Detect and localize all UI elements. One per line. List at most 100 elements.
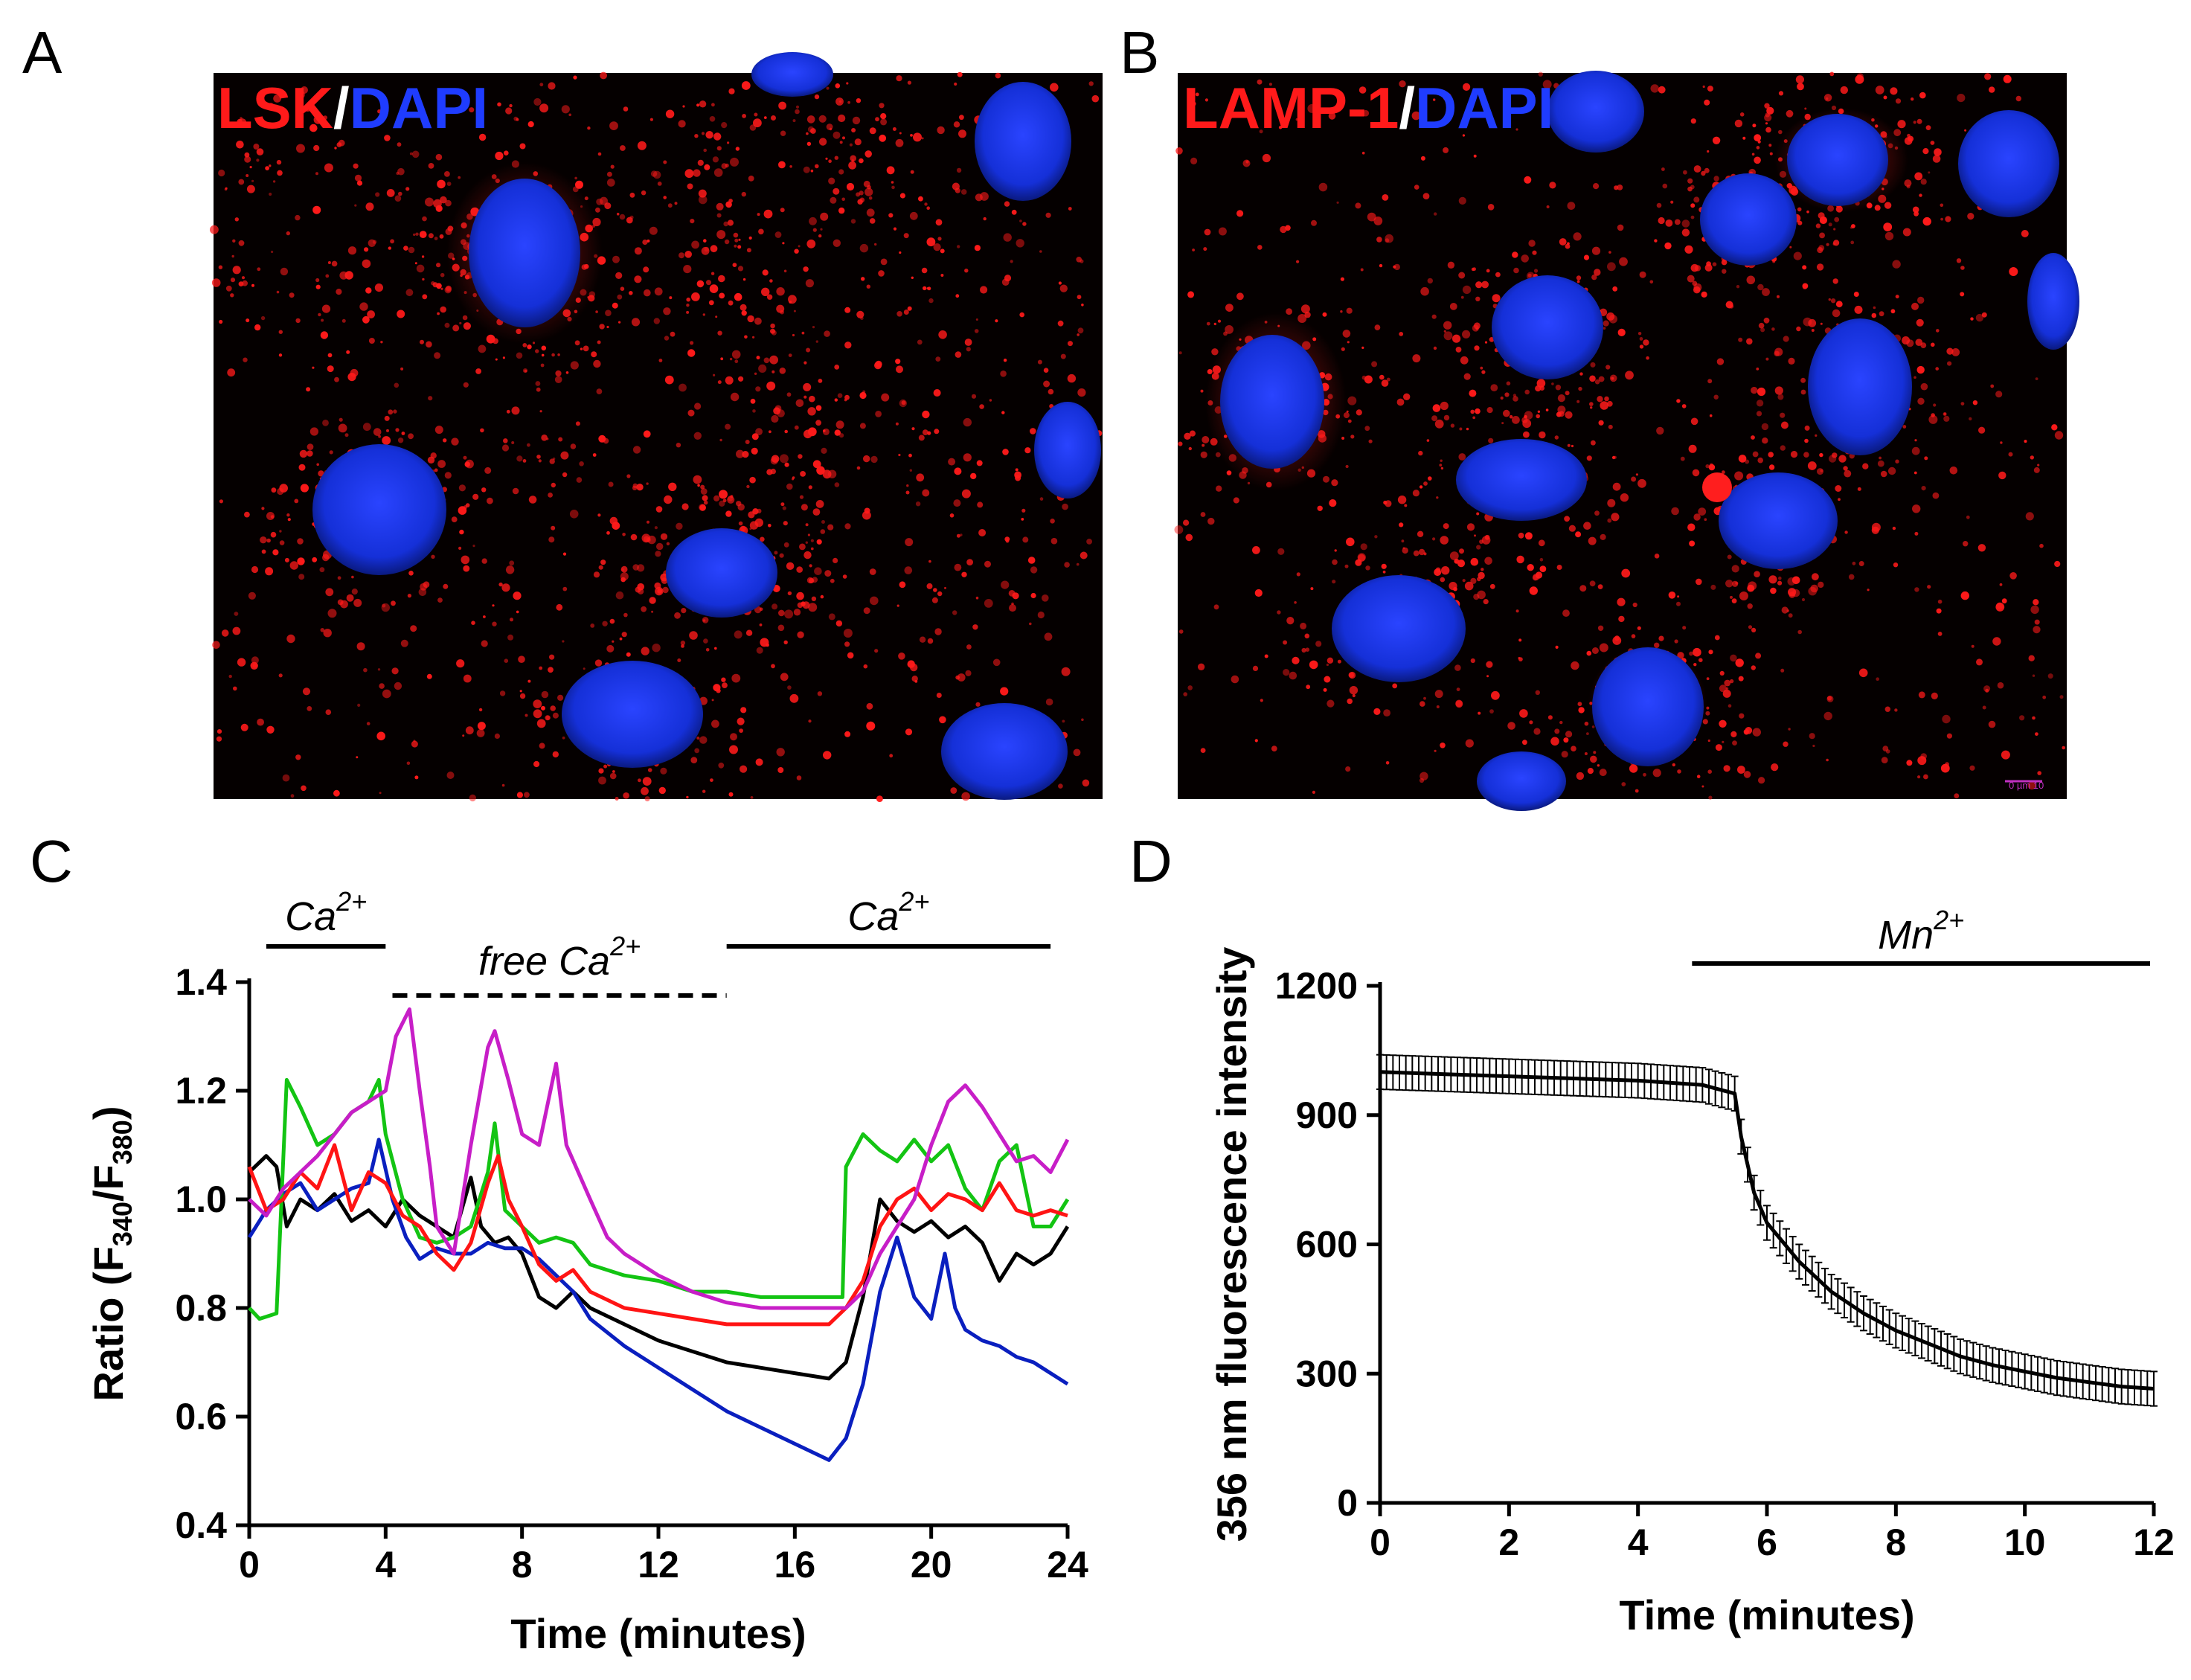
punctum (463, 505, 468, 510)
punctum (1064, 562, 1070, 568)
x-tick-label: 12 (2133, 1522, 2175, 1563)
punctum (289, 561, 298, 570)
punctum (498, 582, 503, 587)
punctum (1271, 746, 1277, 751)
punctum (975, 596, 979, 600)
y-tick-label: 1200 (1275, 965, 1358, 1007)
punctum (1440, 467, 1444, 470)
punctum (1383, 500, 1388, 505)
punctum (1039, 250, 1042, 253)
punctum (812, 228, 817, 232)
punctum (1807, 461, 1817, 470)
punctum (1990, 384, 1995, 388)
punctum (922, 429, 928, 435)
punctum (1048, 388, 1054, 395)
punctum (1254, 589, 1263, 597)
punctum (273, 94, 281, 103)
punctum (336, 289, 342, 295)
punctum (1786, 109, 1794, 118)
punctum (1058, 783, 1063, 789)
punctum (1937, 632, 1943, 636)
punctum (1362, 109, 1370, 117)
punctum (678, 120, 686, 128)
punctum (700, 488, 708, 495)
punctum (1881, 757, 1888, 763)
punctum (1507, 722, 1515, 730)
punctum (818, 379, 823, 383)
punctum (570, 361, 579, 370)
punctum (1522, 431, 1530, 438)
punctum (620, 572, 629, 581)
punctum (327, 365, 334, 373)
punctum (780, 130, 786, 136)
punctum (307, 706, 312, 711)
punctum (782, 506, 786, 510)
punctum (380, 341, 383, 344)
punctum (1714, 635, 1720, 641)
punctum (1989, 86, 1995, 93)
punctum (1379, 263, 1383, 268)
punctum (1576, 400, 1580, 403)
punctum (863, 455, 870, 463)
punctum (1521, 254, 1529, 263)
punctum (760, 287, 770, 296)
punctum (674, 202, 678, 205)
punctum (1639, 337, 1643, 341)
punctum (954, 467, 962, 475)
punctum (234, 217, 239, 222)
punctum (1576, 772, 1585, 780)
punctum (748, 236, 752, 240)
punctum (839, 141, 843, 144)
punctum (234, 612, 239, 616)
punctum (953, 499, 961, 507)
punctum (738, 376, 744, 382)
punctum (1358, 86, 1367, 94)
punctum (632, 485, 638, 490)
punctum (394, 195, 402, 202)
punctum (1916, 118, 1922, 124)
punctum (1492, 294, 1501, 303)
punctum (1435, 567, 1441, 573)
punctum (271, 487, 277, 493)
y-tick-label: 600 (1296, 1224, 1358, 1266)
punctum (856, 98, 862, 103)
punctum (1440, 536, 1449, 545)
punctum (1823, 94, 1832, 102)
punctum (1529, 586, 1538, 595)
punctum (1788, 357, 1795, 365)
punctum (619, 637, 623, 641)
punctum (963, 417, 972, 427)
punctum (777, 624, 785, 632)
punctum (591, 351, 597, 358)
punctum (728, 300, 734, 306)
punctum (1565, 411, 1573, 419)
punctum (828, 159, 832, 163)
punctum (919, 636, 926, 643)
punctum (1561, 751, 1568, 758)
punctum (1443, 414, 1450, 421)
punctum (1734, 471, 1744, 481)
punctum (1473, 154, 1477, 158)
punctum (1739, 112, 1745, 117)
punctum (609, 618, 615, 624)
punctum (1757, 457, 1763, 464)
punctum (815, 405, 822, 411)
punctum (966, 644, 972, 650)
punctum (796, 591, 804, 600)
punctum (1995, 391, 2003, 398)
punctum (1913, 376, 1916, 379)
punctum (1213, 604, 1219, 610)
punctum (1738, 676, 1744, 682)
punctum (1854, 305, 1863, 314)
punctum (278, 330, 283, 334)
punctum (1039, 497, 1044, 501)
punctum (823, 751, 832, 760)
punctum (408, 571, 414, 576)
punctum (752, 508, 759, 515)
punctum (1368, 439, 1373, 443)
punctum (1088, 81, 1094, 86)
punctum (513, 591, 522, 600)
punctum (1731, 565, 1739, 573)
punctum (1175, 147, 1183, 155)
punctum (1340, 310, 1343, 313)
